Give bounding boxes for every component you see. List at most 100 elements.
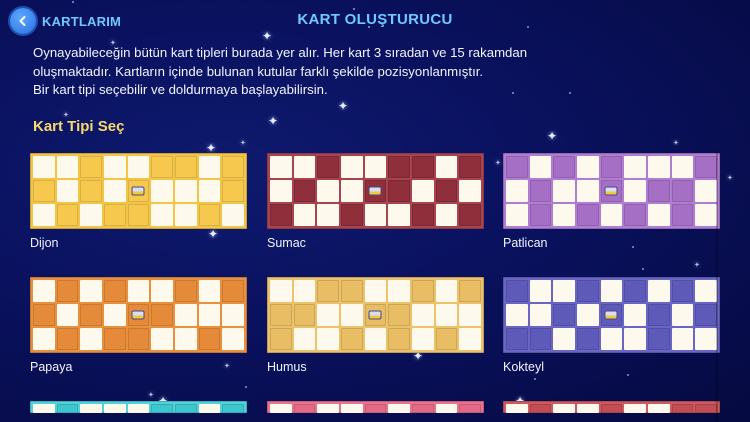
number-slot [222, 204, 244, 226]
card-preview[interactable] [30, 277, 247, 353]
number-slot [80, 404, 102, 413]
card-preview[interactable] [267, 277, 484, 353]
card-preview[interactable] [503, 401, 720, 413]
number-slot [576, 180, 599, 202]
number-slot [576, 404, 599, 413]
card-option-humus[interactable]: Humus [267, 277, 484, 374]
number-slot [506, 304, 528, 326]
blank-cell [270, 328, 292, 350]
star-icon: ✦ [727, 174, 733, 182]
game-logo-icon [368, 310, 382, 320]
blank-cell [340, 328, 363, 350]
number-slot [151, 204, 173, 226]
number-slot [411, 328, 434, 350]
number-slot [151, 328, 173, 350]
star-icon: ✦ [268, 114, 279, 128]
blank-cell [80, 180, 102, 202]
card-preview[interactable] [30, 153, 247, 229]
blank-cell [80, 156, 102, 178]
blank-cell [529, 328, 552, 350]
card-option-dijon[interactable]: Dijon [30, 153, 247, 250]
blank-cell [103, 204, 126, 226]
number-slot [411, 304, 434, 326]
blank-cell [435, 328, 458, 350]
card-option-kokteyl[interactable]: Kokteyl [503, 277, 720, 374]
number-slot [529, 156, 552, 178]
blank-cell [103, 280, 126, 302]
blank-cell [222, 404, 244, 413]
number-slot [695, 204, 717, 226]
number-slot [293, 156, 316, 178]
number-slot [459, 304, 481, 326]
number-slot [56, 304, 79, 326]
number-slot [695, 280, 717, 302]
chevron-left-icon[interactable] [10, 8, 36, 34]
number-slot [647, 404, 670, 413]
blank-cell [293, 180, 316, 202]
number-slot [293, 204, 316, 226]
number-slot [506, 180, 528, 202]
number-slot [151, 280, 173, 302]
number-slot [33, 280, 55, 302]
game-logo-icon [604, 186, 618, 196]
back-button[interactable]: KARTLARIM [10, 8, 121, 34]
card-name: Kokteyl [503, 360, 544, 374]
blank-cell [576, 204, 599, 226]
blank-cell [671, 280, 694, 302]
card-preview[interactable] [267, 401, 484, 413]
card-preview[interactable] [503, 153, 720, 229]
blank-cell [411, 156, 434, 178]
number-slot [103, 304, 126, 326]
number-slot [127, 280, 150, 302]
blank-cell [127, 328, 150, 350]
card-option-pink[interactable] [267, 401, 484, 413]
blank-cell [576, 328, 599, 350]
number-slot [56, 180, 79, 202]
blank-cell [459, 204, 481, 226]
blank-cell [435, 180, 458, 202]
number-slot [411, 180, 434, 202]
blank-cell [293, 304, 316, 326]
number-slot [270, 404, 292, 413]
blank-cell [647, 328, 670, 350]
description: Oynayabileceğin bütün kart tipleri burad… [33, 44, 733, 100]
number-slot [624, 304, 646, 326]
number-slot [624, 180, 646, 202]
number-slot [624, 328, 646, 350]
card-preview[interactable] [503, 277, 720, 353]
blank-cell [647, 180, 670, 202]
number-slot [103, 180, 126, 202]
card-preview[interactable] [30, 401, 247, 413]
card-option-patlican[interactable]: Patlican [503, 153, 720, 250]
back-label[interactable]: KARTLARIM [42, 13, 122, 29]
number-slot [222, 304, 244, 326]
card-option-red[interactable] [503, 401, 720, 413]
blank-cell [695, 304, 717, 326]
blank-cell [671, 404, 694, 413]
card-preview[interactable] [267, 153, 484, 229]
blank-cell [174, 156, 197, 178]
blank-cell [600, 156, 623, 178]
blank-cell [127, 204, 150, 226]
card-option-turquoise[interactable] [30, 401, 247, 413]
number-slot [506, 404, 528, 413]
number-slot [317, 304, 339, 326]
number-slot [317, 180, 339, 202]
number-slot [33, 328, 55, 350]
number-slot [576, 304, 599, 326]
number-slot [198, 180, 221, 202]
number-slot [198, 404, 221, 413]
card-name: Dijon [30, 236, 59, 250]
number-slot [459, 328, 481, 350]
logo-cell [127, 304, 150, 326]
scrollbar[interactable] [716, 150, 718, 422]
number-slot [695, 328, 717, 350]
blank-cell [56, 404, 79, 413]
number-slot [553, 404, 575, 413]
number-slot [33, 404, 55, 413]
card-option-sumac[interactable]: Sumac [267, 153, 484, 250]
number-slot [671, 304, 694, 326]
blank-cell [529, 204, 552, 226]
card-option-papaya[interactable]: Papaya [30, 277, 247, 374]
blank-cell [553, 304, 575, 326]
